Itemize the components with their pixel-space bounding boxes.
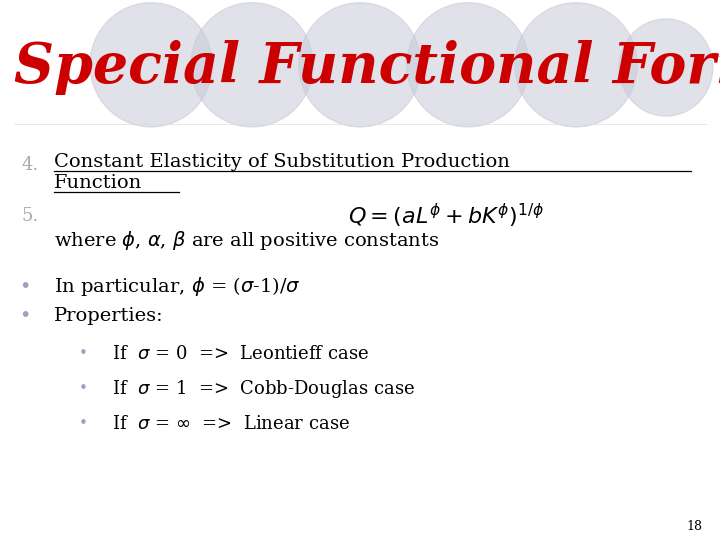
Text: Special Functional Forms: Special Functional Forms xyxy=(14,40,720,95)
Ellipse shape xyxy=(407,3,529,127)
Ellipse shape xyxy=(299,3,421,127)
Text: •: • xyxy=(78,416,87,431)
Text: If  $\sigma$ = 0  =>  Leontieff case: If $\sigma$ = 0 => Leontieff case xyxy=(112,345,369,363)
Text: In particular, $\phi$ = ($\sigma$-1)/$\sigma$: In particular, $\phi$ = ($\sigma$-1)/$\s… xyxy=(54,275,301,298)
Text: •: • xyxy=(78,346,87,361)
Text: Properties:: Properties: xyxy=(54,307,163,325)
Ellipse shape xyxy=(90,3,212,127)
Ellipse shape xyxy=(619,19,713,116)
Text: 4.: 4. xyxy=(22,156,39,174)
Text: Constant Elasticity of Substitution Production: Constant Elasticity of Substitution Prod… xyxy=(54,153,510,171)
Ellipse shape xyxy=(515,3,637,127)
Text: Function: Function xyxy=(54,173,143,192)
Text: If  $\sigma$ = $\infty$  =>  Linear case: If $\sigma$ = $\infty$ => Linear case xyxy=(112,415,350,433)
Text: If  $\sigma$ = 1  =>  Cobb-Douglas case: If $\sigma$ = 1 => Cobb-Douglas case xyxy=(112,378,415,400)
Text: •: • xyxy=(19,306,31,326)
Text: where $\phi$, $\alpha$, $\beta$ are all positive constants: where $\phi$, $\alpha$, $\beta$ are all … xyxy=(54,229,439,252)
Text: 5.: 5. xyxy=(22,207,39,225)
Text: •: • xyxy=(78,381,87,396)
Text: 18: 18 xyxy=(686,520,702,533)
Ellipse shape xyxy=(191,3,313,127)
Text: •: • xyxy=(19,276,31,296)
Text: $Q = (aL^{\phi} + bK^{\phi})^{1/\phi}$: $Q = (aL^{\phi} + bK^{\phi})^{1/\phi}$ xyxy=(348,202,544,230)
